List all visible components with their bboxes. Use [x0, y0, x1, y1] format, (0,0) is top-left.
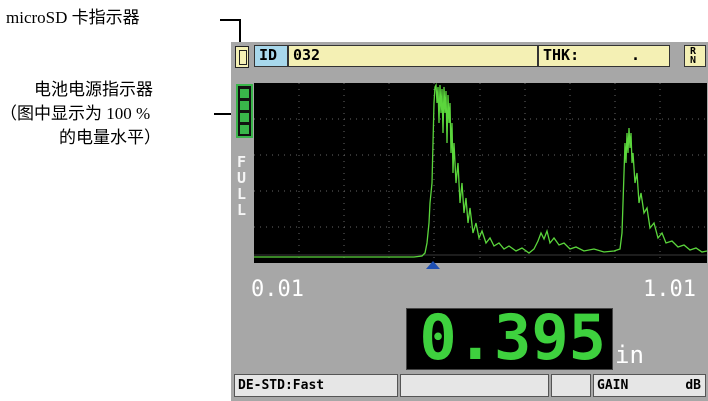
gain-unit: dB — [685, 378, 701, 393]
battery-leader-line — [214, 113, 234, 115]
status-field-empty-2 — [551, 374, 591, 397]
mode-status-field: DE-STD:Fast — [234, 374, 398, 397]
status-field-empty-1 — [400, 374, 549, 397]
thickness-reading-panel: 0.395 — [406, 301, 613, 374]
microsd-indicator-callout: microSD 卡指示器 — [6, 8, 140, 27]
range-gap — [670, 45, 684, 67]
battery-icon — [236, 84, 253, 138]
thk-field: THK: . — [538, 45, 670, 67]
scale-right-label: 1.01 — [643, 277, 696, 302]
microsd-leader-line-h — [220, 19, 241, 21]
battery-indicator-callout-line1: 电池电源指示器 — [34, 80, 153, 99]
thickness-reading-value: 0.395 — [419, 301, 606, 374]
thk-label: THK: — [543, 46, 580, 64]
gain-field[interactable]: GAIN dB — [593, 374, 706, 397]
range-mode-icon: R N — [684, 45, 706, 67]
gain-label: GAIN — [597, 378, 629, 393]
battery-indicator-callout-line2: （图中显示为 100 % — [0, 104, 151, 123]
gate-marker-icon — [426, 261, 440, 269]
thk-value: . — [631, 46, 641, 64]
id-label: ID — [254, 45, 288, 67]
a-scan-waveform — [254, 82, 708, 263]
thickness-unit: in — [615, 341, 644, 369]
id-value-field[interactable]: 032 — [288, 45, 538, 67]
microsd-leader-line-v — [239, 19, 241, 43]
battery-level-text: FULL — [237, 153, 247, 219]
gauge-screen: ID 032 THK: . R N FULL — [231, 42, 708, 401]
microsd-card-icon — [235, 46, 249, 68]
battery-indicator-callout-line3: 的电量水平） — [59, 128, 161, 147]
scale-left-label: 0.01 — [251, 277, 304, 302]
